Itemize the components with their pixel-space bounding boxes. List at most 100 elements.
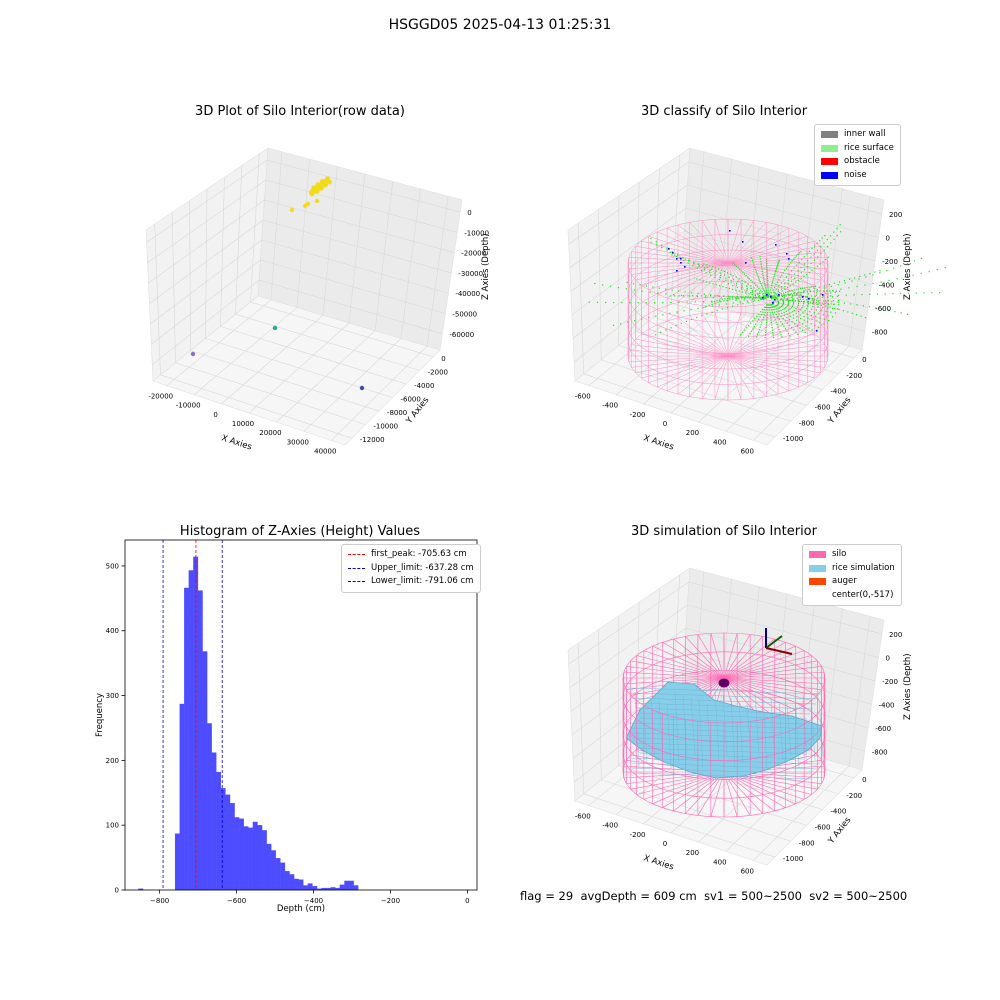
surface-point	[938, 291, 941, 294]
surface-point	[827, 307, 829, 309]
surface-point	[813, 287, 815, 290]
surface-point	[789, 294, 791, 296]
surface-point	[709, 282, 711, 284]
surface-point	[811, 247, 813, 250]
surface-point	[836, 234, 838, 237]
surface-point	[780, 293, 782, 295]
surface-point	[732, 288, 734, 291]
surface-point	[803, 315, 805, 317]
surface-point	[830, 285, 832, 287]
surface-point	[884, 293, 886, 295]
surface-point	[797, 279, 800, 281]
surface-point	[732, 284, 734, 287]
surface-point	[771, 306, 773, 308]
surface-point	[820, 304, 823, 306]
surface-point	[719, 277, 722, 279]
surface-point	[862, 305, 864, 307]
surface-point	[750, 279, 752, 281]
surface-point	[753, 297, 755, 299]
surface-point	[626, 281, 628, 284]
surface-point	[812, 301, 814, 304]
surface-point	[691, 295, 694, 297]
surface-point	[843, 280, 846, 282]
surface-point	[766, 291, 768, 293]
surface-point	[781, 298, 783, 301]
raw-3d-plot: -20000-100000100002000030000400000-2000-…	[145, 147, 491, 455]
surface-point	[780, 305, 783, 308]
surface-point	[759, 292, 761, 294]
surface-point	[810, 308, 813, 310]
histogram-chart: −800 −600 −400 −200 0 0 100 200 300 400 500 Depth…	[95, 539, 478, 914]
surface-point	[767, 294, 770, 297]
surface-point	[789, 308, 791, 310]
surface-point	[778, 318, 780, 320]
surface-point	[687, 295, 689, 297]
surface-point	[787, 286, 789, 289]
surface-point	[876, 293, 878, 295]
surface-point	[763, 309, 765, 311]
surface-point	[785, 294, 787, 296]
surface-point	[851, 280, 853, 282]
surface-point	[830, 311, 832, 313]
sim-y-tick-label: -800	[799, 839, 815, 847]
histogram-bar	[298, 879, 304, 891]
surface-point	[700, 295, 703, 297]
surface-point	[800, 300, 802, 303]
histogram-bar	[353, 885, 359, 891]
surface-point	[746, 287, 748, 289]
surface-point	[741, 291, 744, 293]
surface-point	[757, 299, 759, 302]
noise-point	[775, 244, 777, 246]
surface-point	[719, 300, 721, 302]
surface-point	[781, 323, 783, 325]
surface-point	[764, 286, 767, 288]
surface-point	[853, 294, 855, 296]
surface-point	[735, 276, 737, 278]
surface-point	[826, 245, 829, 248]
noise-point	[680, 258, 682, 260]
surface-point	[816, 292, 818, 294]
surface-point	[784, 320, 786, 322]
surface-point	[822, 290, 825, 292]
surface-point	[619, 323, 622, 325]
surface-point	[767, 306, 769, 309]
surface-point	[655, 241, 657, 243]
surface-point	[709, 274, 712, 276]
surface-point	[693, 261, 695, 263]
surface-point	[712, 266, 714, 268]
surface-point	[822, 314, 824, 316]
surface-point	[715, 284, 717, 286]
surface-point	[777, 263, 779, 265]
surface-point	[807, 317, 809, 319]
surface-point	[746, 300, 749, 302]
raw-x-tick-label: 10000	[232, 420, 254, 428]
surface-point	[808, 286, 810, 288]
surface-point	[759, 295, 761, 297]
surface-point	[766, 264, 768, 266]
surface-point	[717, 268, 720, 270]
legend-entry-silo: silo	[809, 548, 895, 562]
noise-point	[742, 241, 744, 243]
surface-point	[793, 298, 795, 300]
surface-point	[711, 305, 713, 307]
surface-point	[706, 313, 708, 315]
surface-point	[759, 326, 761, 328]
surface-point	[784, 294, 786, 296]
surface-point	[776, 311, 778, 313]
surface-point	[767, 286, 769, 288]
surface-point	[881, 308, 883, 310]
surface-point	[907, 292, 910, 294]
surface-point	[755, 296, 757, 298]
legend-entry-inner-wall: inner wall	[821, 128, 894, 142]
surface-point	[776, 293, 778, 295]
legend-entry-rice-surface: rice surface	[821, 142, 894, 156]
surface-point	[796, 297, 798, 299]
surface-point	[676, 311, 678, 313]
cls-x-tick-label: 0	[663, 420, 667, 428]
surface-point	[709, 269, 711, 272]
surface-point	[737, 296, 739, 298]
noise-point	[786, 253, 788, 255]
surface-point	[783, 325, 785, 328]
surface-point	[687, 259, 690, 261]
surface-point	[784, 296, 786, 298]
